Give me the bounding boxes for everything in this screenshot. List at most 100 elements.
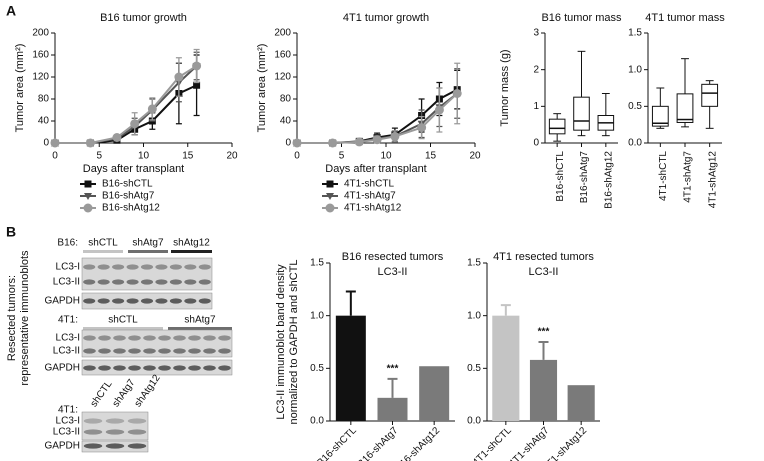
y-tick-label: 80 — [280, 94, 292, 105]
panel-letter: A — [6, 3, 16, 19]
blot-band — [198, 264, 211, 270]
marker — [83, 203, 93, 213]
blot-band — [83, 264, 96, 270]
blot-band — [97, 279, 110, 285]
group-label: shAtg7 — [132, 238, 164, 249]
blot-membrane — [81, 257, 213, 291]
y-tick-label: 200 — [274, 28, 291, 39]
x-tick-label: 15 — [182, 151, 194, 162]
y-axis-label: Tumor mass (g) — [499, 49, 511, 126]
y-tick-label: 0.5 — [467, 363, 481, 374]
y-axis-label: Tumor area (mm²) — [14, 44, 26, 133]
x-tick-label: 10 — [138, 151, 150, 162]
box — [548, 118, 566, 135]
chart-title: 4T1 tumor mass — [645, 12, 725, 24]
blot-band — [98, 365, 111, 371]
chart-title: B16 tumor mass — [541, 12, 622, 24]
blot-band — [98, 348, 111, 354]
y-tick-label: 0 — [285, 138, 291, 149]
x-tick-label: B16-shCTL — [315, 425, 359, 461]
blot-band — [218, 365, 231, 371]
blot-band — [83, 279, 96, 285]
blot-band — [83, 365, 96, 371]
blot-band — [184, 279, 197, 285]
marker — [325, 203, 335, 213]
x-tick-label: 4T1-shAtg7 — [507, 425, 552, 461]
y-tick-label: 0.0 — [310, 416, 324, 427]
y-axis-label: normalized to GAPDH and shCTL — [288, 259, 300, 424]
blot-band — [127, 418, 147, 424]
blot-label: 4T1: — [58, 315, 78, 326]
chart-title: 4T1 tumor growth — [343, 12, 429, 24]
legend-label: 4T1-shCTL — [344, 179, 394, 190]
x-tick-label: 0 — [294, 151, 300, 162]
x-axis-label: Days after transplant — [83, 163, 185, 175]
blot-band — [98, 335, 111, 341]
group-label: shAtg12 — [173, 238, 210, 249]
blot-band — [97, 298, 110, 304]
marker — [417, 123, 427, 133]
error-bar — [538, 341, 549, 360]
marker — [112, 133, 122, 142]
row-label: LC3-I — [56, 416, 80, 427]
y-tick-label: 3 — [533, 28, 539, 39]
group-bar — [128, 250, 168, 253]
x-tick-label: 5 — [96, 151, 102, 162]
legend-label: 4T1-shAtg12 — [344, 203, 402, 214]
blot-band — [113, 335, 126, 341]
blot-band — [128, 348, 141, 354]
group-bar — [168, 327, 232, 330]
marker — [328, 138, 338, 148]
blot-band — [173, 335, 186, 341]
y-tick-label: 160 — [274, 50, 291, 61]
marker — [326, 180, 334, 188]
blot-band — [203, 365, 216, 371]
side-label: Resected tumors: — [6, 275, 18, 361]
y-tick-label: 0.0 — [467, 416, 481, 427]
x-tick-label: 4T1-shAtg7 — [683, 151, 694, 203]
marker — [193, 81, 201, 89]
blot-band — [97, 264, 110, 270]
bar — [377, 397, 408, 421]
marker — [326, 193, 334, 200]
marker — [85, 138, 95, 148]
row-label: LC3-II — [53, 427, 80, 438]
x-tick-label: B16-shAtg7 — [356, 425, 401, 461]
y-tick-label: 1.5 — [628, 28, 642, 39]
row-label: LC3-II — [53, 277, 80, 288]
blot-band — [127, 443, 147, 449]
blot-band — [143, 365, 156, 371]
group-bar — [171, 250, 212, 253]
group-label: shCTL — [108, 315, 138, 326]
blot-band — [140, 298, 154, 304]
blot-band — [169, 279, 182, 285]
blot-band — [126, 279, 139, 285]
blot-membrane — [81, 359, 233, 376]
bar — [419, 366, 450, 421]
x-tick-label: 20 — [469, 151, 481, 162]
error-bar — [500, 304, 511, 316]
y-tick-label: 160 — [32, 50, 49, 61]
marker — [147, 104, 157, 114]
chart-subtitle: LC3-II — [529, 266, 559, 278]
y-tick-label: 1.0 — [467, 310, 481, 321]
blot-band — [158, 348, 171, 354]
marker — [192, 61, 202, 71]
blot-band — [83, 443, 103, 449]
marker — [50, 138, 60, 148]
x-tick-label: 0 — [52, 151, 58, 162]
y-tick-label: 80 — [38, 94, 50, 105]
blot-band — [83, 335, 96, 341]
blot-label: 4T1: — [58, 405, 78, 416]
marker — [390, 131, 400, 141]
y-tick-label: 1.5 — [310, 258, 324, 269]
blot-band — [184, 298, 197, 304]
error-bar — [345, 290, 356, 316]
blot-band — [140, 264, 154, 270]
marker — [452, 89, 462, 98]
x-tick-label: B16-shAtg12 — [393, 425, 442, 461]
x-tick-label: B16-shCTL — [555, 151, 566, 202]
blot-band — [83, 348, 96, 354]
row-label: GAPDH — [44, 296, 80, 307]
blot-band — [218, 335, 231, 341]
